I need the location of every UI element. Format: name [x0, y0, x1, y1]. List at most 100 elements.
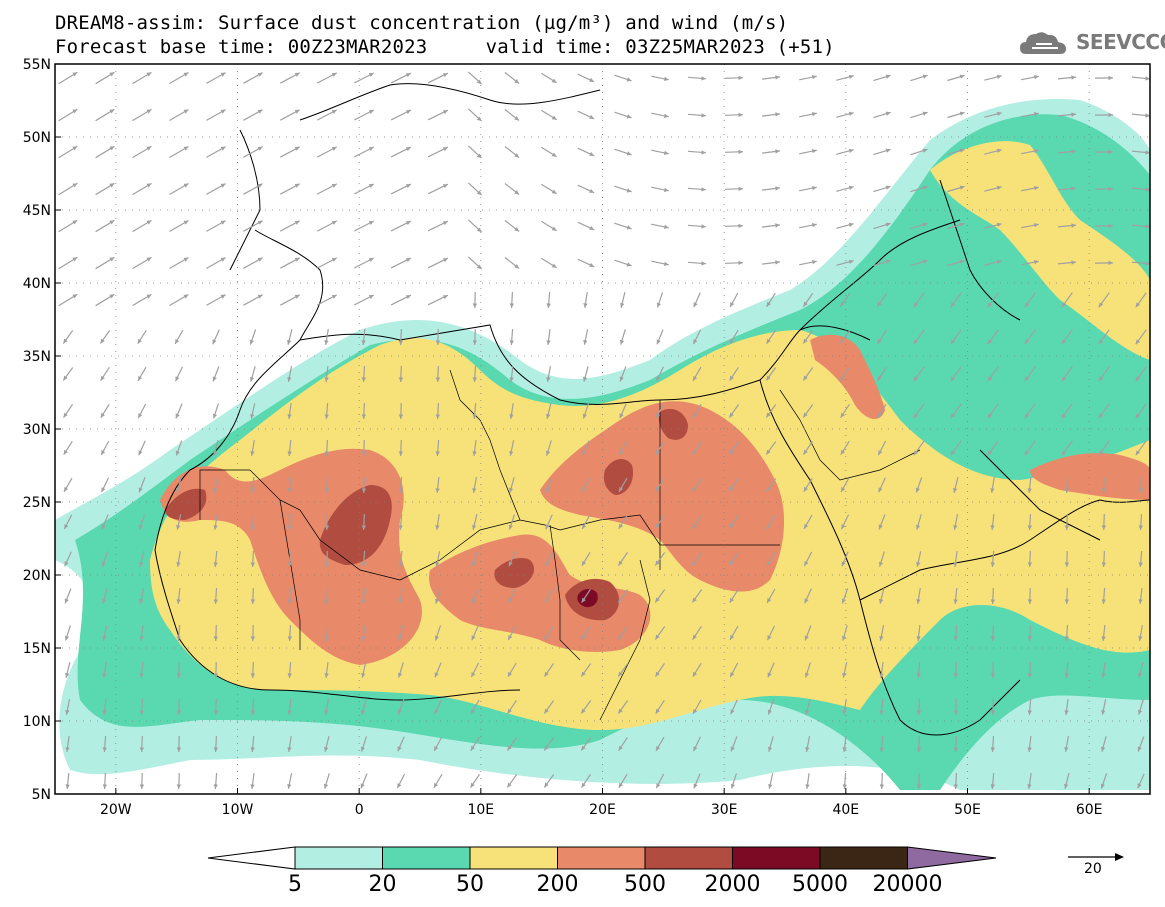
wind-arrow	[470, 662, 480, 678]
wind-arrow	[324, 698, 329, 716]
lat-tick-label: 40N	[23, 276, 51, 292]
wind-arrow	[470, 774, 480, 788]
wind-arrow	[618, 440, 628, 456]
wind-arrow	[1064, 735, 1069, 753]
wind-arrow	[987, 329, 999, 345]
wind-arrow	[984, 148, 1002, 155]
wind-arrow	[836, 222, 854, 229]
wind-arrow	[435, 328, 441, 346]
wind-arrow	[174, 366, 184, 382]
wind-arrow	[1021, 186, 1039, 192]
wind-arrow	[655, 773, 665, 789]
wind-arrow	[139, 551, 145, 567]
wind-arrow	[1101, 550, 1106, 568]
wind-arrow	[1131, 150, 1150, 155]
colorbar-box	[732, 846, 821, 870]
wind-arrow	[540, 220, 558, 232]
wind-arrow	[250, 587, 256, 605]
wind-arrow	[132, 145, 152, 159]
wind-arrow	[1137, 699, 1144, 715]
lat-tick-label: 10N	[23, 714, 51, 730]
wind-arrow	[132, 219, 152, 233]
wind-arrow	[471, 625, 479, 641]
wind-arrow	[324, 513, 330, 531]
wind-arrow	[1024, 440, 1036, 456]
wind-arrow	[687, 113, 707, 118]
wind-arrow	[842, 736, 847, 752]
wind-arrow	[1138, 662, 1144, 678]
wind-arrow	[656, 366, 664, 382]
wind-arrow	[619, 329, 626, 345]
wind-arrow	[132, 293, 152, 307]
wind-arrow	[287, 661, 292, 679]
wind-arrow	[102, 662, 107, 678]
wind-arrow	[316, 257, 338, 269]
wind-arrow	[799, 260, 817, 266]
wind-arrow	[250, 698, 255, 716]
wind-arrow	[65, 662, 71, 678]
wind-arrow	[396, 773, 406, 789]
wind-arrow	[433, 736, 443, 752]
wind-arrow	[95, 145, 115, 159]
wind-arrow	[467, 108, 483, 122]
wind-arrow	[434, 662, 442, 678]
wind-arrow	[95, 256, 115, 270]
wind-arrow	[953, 735, 959, 753]
wind-arrow	[361, 699, 367, 715]
lat-tick-label: 50N	[23, 130, 51, 146]
wind-arrow	[1021, 223, 1039, 229]
wind-arrow	[990, 477, 995, 493]
wind-arrow	[804, 662, 811, 678]
wind-arrow	[839, 293, 851, 307]
wind-arrow	[873, 148, 891, 156]
wind-arrow	[614, 111, 632, 119]
wind-arrow	[102, 772, 107, 790]
lon-tick-label: 40E	[832, 802, 859, 818]
wind-arrow	[691, 552, 703, 566]
wind-arrow	[324, 587, 329, 605]
wind-arrow	[1027, 773, 1032, 789]
wind-arrow	[507, 662, 517, 678]
wind-arrow	[467, 182, 483, 196]
wind-arrow	[947, 185, 965, 193]
wind-arrow	[655, 736, 665, 752]
wind-arrow	[139, 735, 144, 753]
wind-arrow	[504, 220, 520, 232]
lat-tick-label: 30N	[23, 422, 51, 438]
wind-arrow	[947, 74, 965, 82]
colorbar-over-triangle	[907, 846, 997, 870]
colorbar-label: 200	[537, 872, 579, 897]
wind-arrow	[206, 220, 226, 232]
wind-arrow	[619, 403, 627, 419]
wind-arrow	[63, 440, 73, 456]
wind-arrow	[1094, 112, 1114, 118]
wind-arrow	[1101, 736, 1107, 752]
wind-arrow	[504, 109, 520, 121]
wind-arrow	[398, 402, 404, 420]
wind-arrow	[656, 292, 664, 308]
lat-tick-label: 25N	[23, 495, 51, 511]
wind-arrow	[470, 699, 480, 715]
logo-text: SEEVCCC	[1076, 30, 1165, 54]
wind-arrow	[504, 183, 520, 195]
wind-arrow	[398, 476, 403, 494]
colorbar-box	[644, 846, 733, 870]
wind-arrow	[434, 699, 442, 715]
wind-arrow	[987, 292, 999, 308]
wind-arrow	[984, 74, 1002, 81]
wind-arrow	[1024, 292, 1036, 308]
wind-arrow	[950, 440, 962, 456]
wind-arrow	[206, 146, 226, 158]
wind-arrow	[836, 74, 854, 81]
wind-arrow	[1131, 187, 1150, 192]
wind-arrow	[617, 663, 629, 677]
wind-arrow	[544, 663, 554, 677]
wind-arrow	[398, 439, 403, 457]
wind-arrow	[280, 183, 300, 195]
wind-arrow	[1094, 223, 1114, 229]
wind-arrow	[1057, 186, 1077, 191]
wind-arrow	[1027, 513, 1032, 531]
wind-arrow	[580, 700, 592, 714]
wind-arrow	[543, 700, 555, 714]
wind-arrow	[280, 294, 300, 306]
